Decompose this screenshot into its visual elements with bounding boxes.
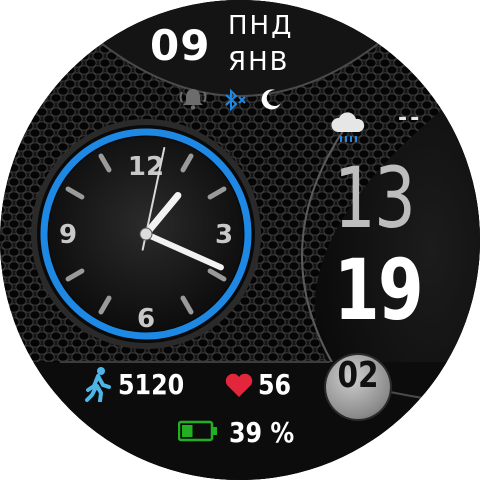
- digital-hour: 13: [334, 149, 416, 247]
- battery-icon: [178, 420, 217, 442]
- moon-icon: [261, 89, 281, 110]
- dial-numeral-6: 6: [137, 304, 155, 334]
- steps-walking-icon: [85, 367, 111, 402]
- date-day: 09: [150, 21, 211, 70]
- battery-level-fill: [182, 425, 193, 437]
- battery-value: 39 %: [229, 416, 295, 449]
- hour-tick: [65, 186, 85, 200]
- steps-value: 5120: [118, 368, 185, 401]
- seconds-badge: [326, 355, 390, 419]
- hour-tick: [98, 295, 112, 315]
- dial-numeral-9: 9: [59, 220, 77, 250]
- hour-tick: [207, 268, 227, 282]
- hour-hand: [142, 191, 182, 238]
- bell-alarm-icon: [179, 89, 207, 110]
- heart-icon: [225, 373, 253, 397]
- hand-pivot: [139, 227, 153, 241]
- dial-numeral-3: 3: [215, 220, 233, 250]
- hour-tick: [180, 153, 194, 173]
- digital-second: 02: [337, 355, 379, 396]
- date-weekday: ПНД: [228, 11, 294, 41]
- cloud-rain-icon: [331, 112, 365, 142]
- weather-temperature: --: [398, 106, 423, 131]
- hour-tick: [180, 295, 194, 315]
- hour-tick: [65, 268, 85, 282]
- bluetooth-off-icon: [225, 88, 246, 112]
- minute-hand: [143, 231, 224, 271]
- hour-tick: [98, 153, 112, 173]
- date-month: ЯНВ: [228, 47, 290, 77]
- heart-rate-value: 56: [258, 368, 292, 401]
- digital-minute: 19: [334, 241, 424, 339]
- hour-tick: [207, 186, 227, 200]
